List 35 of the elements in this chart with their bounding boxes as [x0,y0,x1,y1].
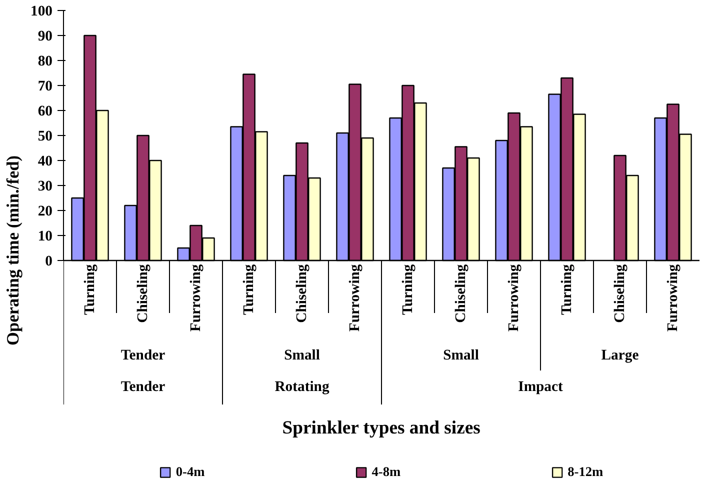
text: Rotating [274,379,330,395]
y-tick-label: 100 [30,4,52,20]
x-tick-label: Chiseling [294,264,310,323]
text: Small [443,348,479,364]
text: Impact [518,379,564,395]
x-tick-label: Furrowing [188,264,204,332]
x-tick-label: Chiseling [612,264,628,323]
y-tick-label: 50 [38,128,52,144]
y-tick-label: 30 [38,178,52,194]
x-tick-label: Furrowing [665,264,681,332]
y-axis-title: Operating time (min./fed) [4,155,23,346]
x-axis-title: Sprinkler types and sizes [282,418,480,438]
y-tick-label: 80 [38,54,52,70]
x-tick-label: Furrowing [347,264,363,332]
legend-label: 0-4m [176,464,205,480]
y-tick-label: 70 [38,78,52,94]
x-tick-label: Turning [559,264,575,316]
y-tick-label: 10 [38,228,52,244]
x-tick-label: Turning [241,264,257,316]
x-tick-label: Furrowing [506,264,522,332]
x-tick-label: Chiseling [453,264,469,323]
x-tick-label: Chiseling [135,264,151,323]
legend-label: 8-12m [568,464,604,480]
text: Tender [120,348,166,364]
y-tick-label: 40 [38,154,52,170]
y-tick-label: 20 [38,204,52,220]
text: Large [601,348,640,364]
y-tick-label: 0 [45,254,52,270]
x-tick-label: Turning [400,264,416,316]
x-tick-label: Turning [82,264,98,316]
legend-label: 4-8m [372,464,401,480]
y-tick-label: 90 [38,28,52,44]
text: Small [284,348,320,364]
y-tick-label: 60 [38,104,52,120]
text: Tender [120,379,166,395]
